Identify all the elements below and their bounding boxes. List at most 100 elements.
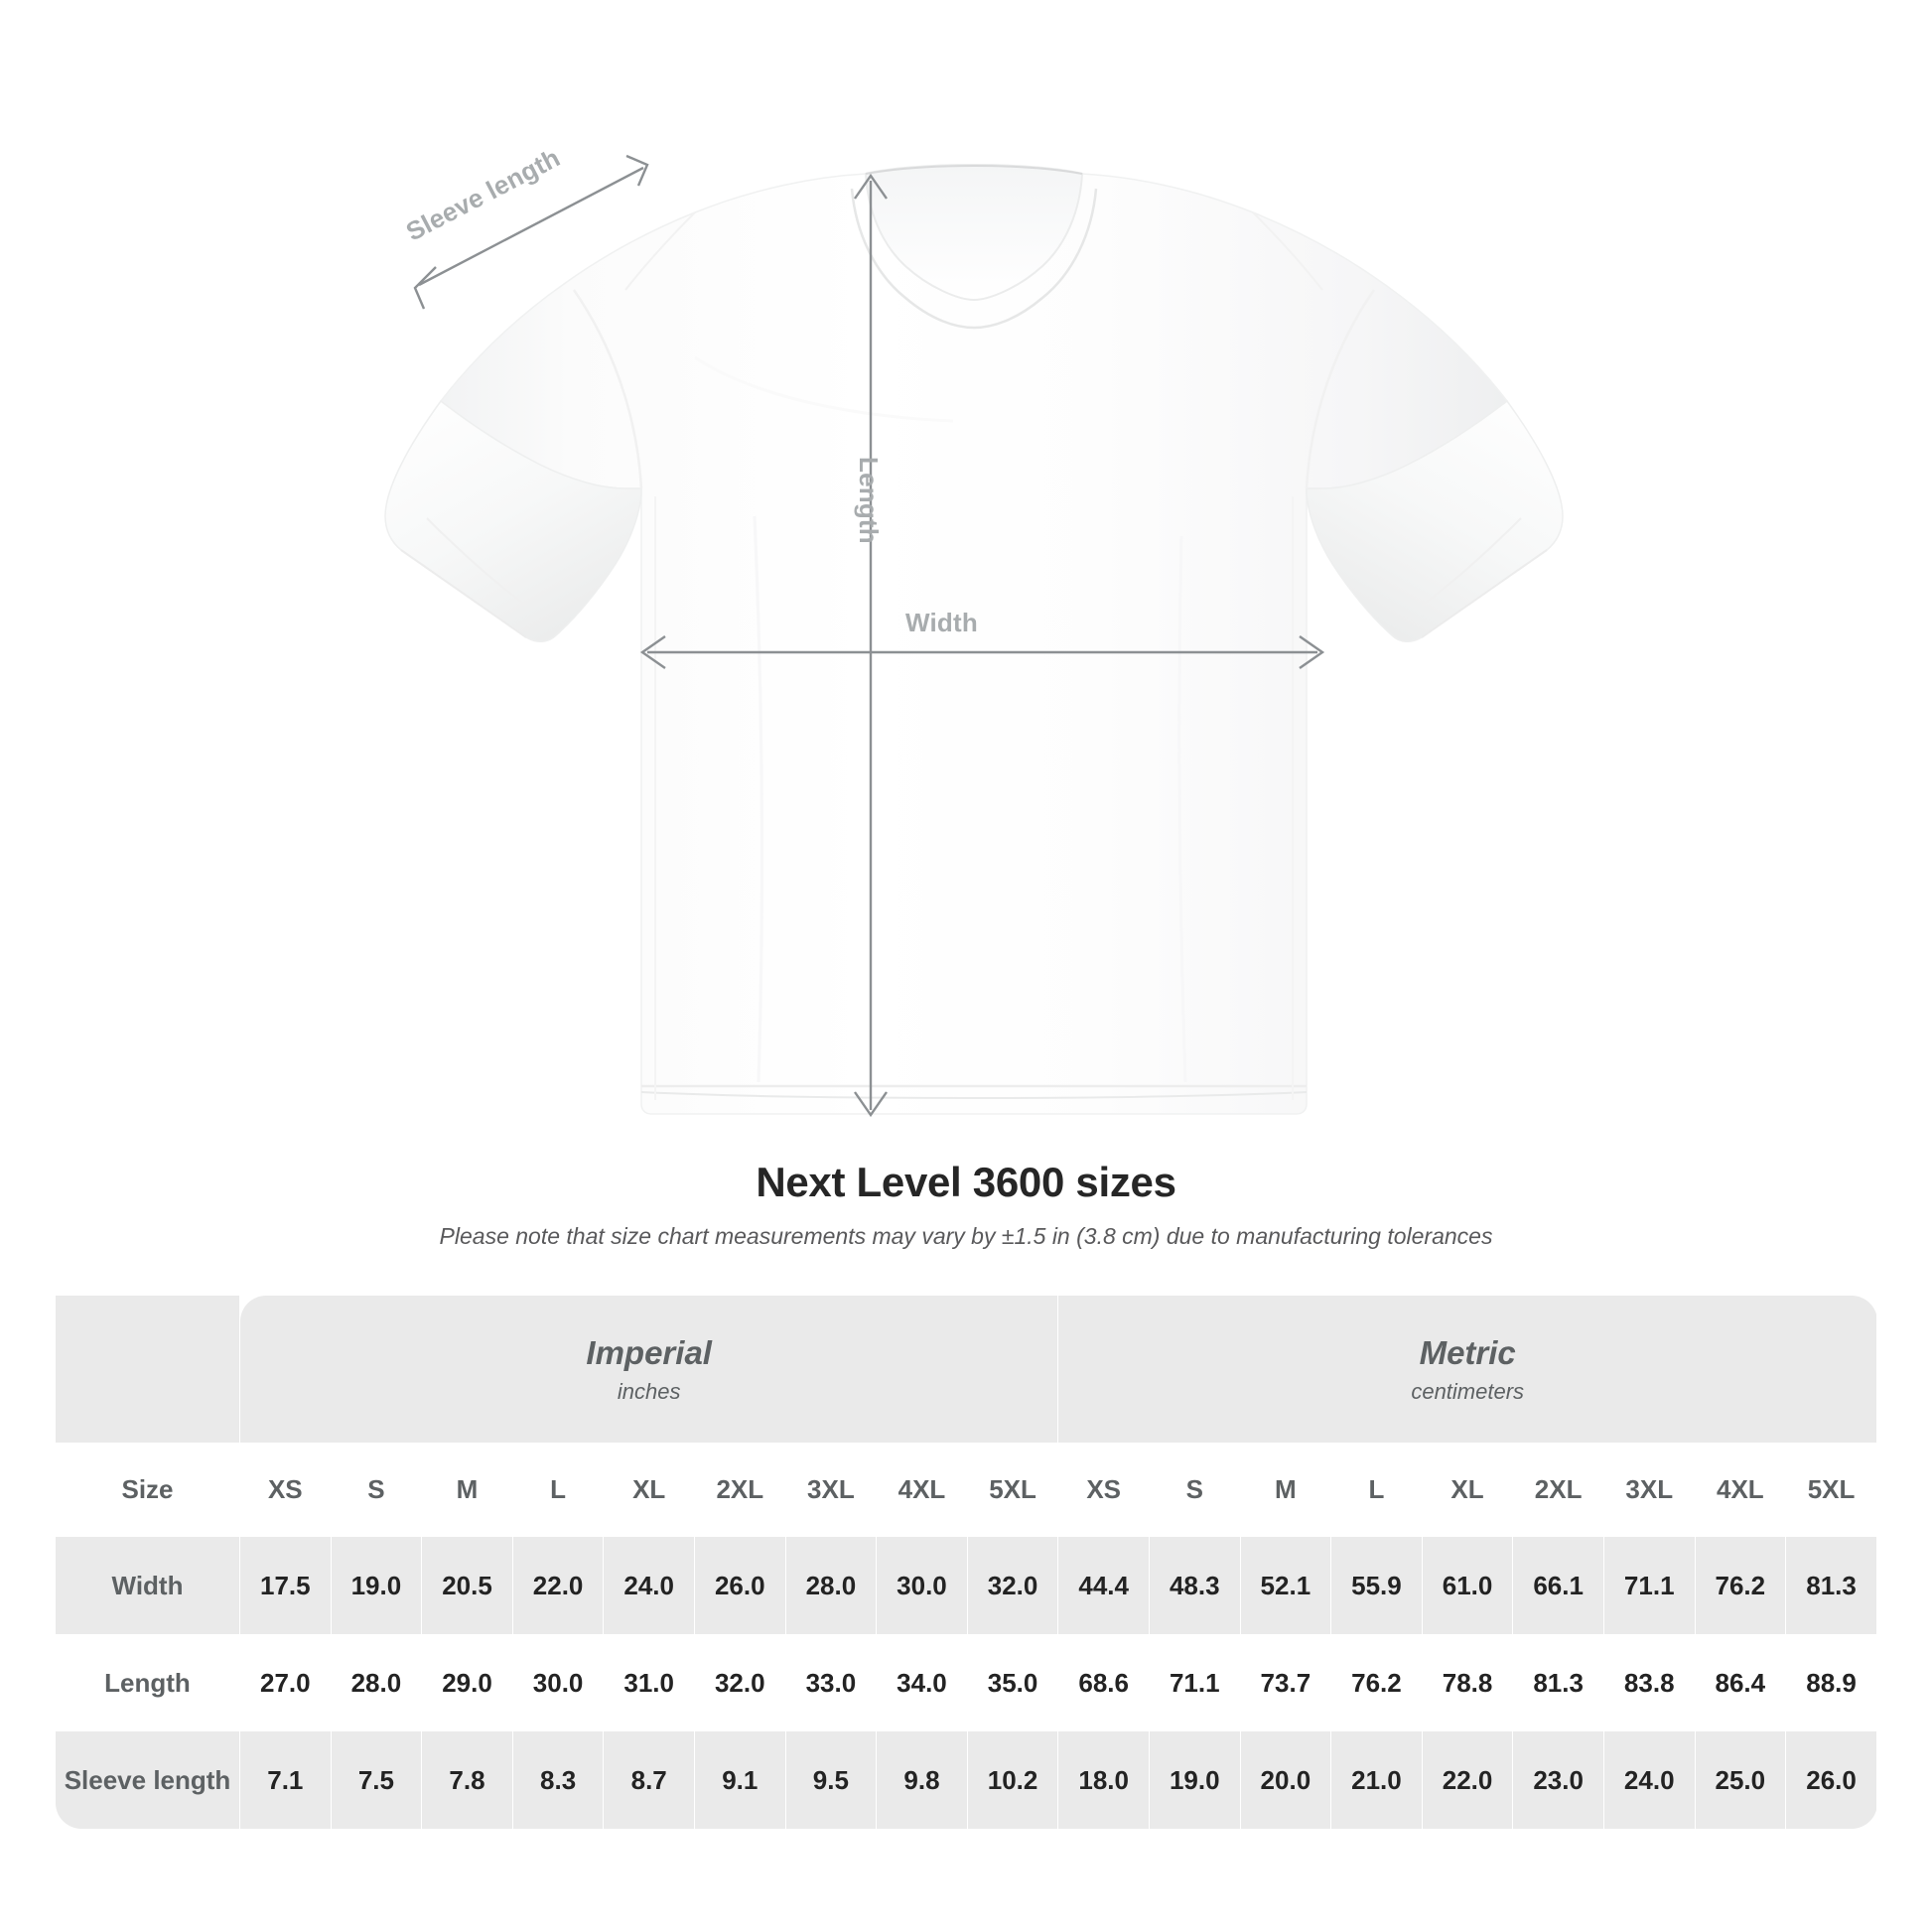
measurement-cell: 81.3 — [1512, 1634, 1604, 1731]
measurement-cell: 86.4 — [1694, 1634, 1787, 1731]
measurement-cell: 71.1 — [1148, 1634, 1241, 1731]
measurement-cell: 76.2 — [1694, 1537, 1787, 1634]
measurement-cell: 34.0 — [876, 1634, 968, 1731]
row-label-length: Length — [54, 1634, 241, 1731]
unit-name-imperial: Imperial — [586, 1333, 712, 1371]
measurement-cell: 7.1 — [239, 1731, 332, 1829]
size-chart-table: Imperial inches Metric centimeters Size … — [54, 1296, 1877, 1829]
measurement-cell: 30.0 — [511, 1634, 605, 1731]
measurement-cell: 21.0 — [1330, 1731, 1423, 1829]
measurement-cell: 19.0 — [330, 1537, 423, 1634]
size-header-cell: XS — [239, 1443, 332, 1537]
size-header-cell: L — [511, 1443, 605, 1537]
size-header-label: Size — [54, 1443, 241, 1537]
size-header-cell: 3XL — [784, 1443, 878, 1537]
measurement-cell: 9.8 — [876, 1731, 968, 1829]
measurement-cell: 10.2 — [966, 1731, 1059, 1829]
size-header-cell: M — [421, 1443, 513, 1537]
unit-sub-metric: centimeters — [1411, 1378, 1525, 1404]
measurement-cell: 30.0 — [876, 1537, 968, 1634]
length-label: Length — [854, 457, 884, 544]
measurement-cell: 7.5 — [330, 1731, 423, 1829]
measurement-cell: 32.0 — [966, 1537, 1059, 1634]
size-header-cell: 3XL — [1602, 1443, 1696, 1537]
measurement-cell: 29.0 — [421, 1634, 513, 1731]
measurement-guides — [413, 154, 1325, 1118]
measurement-cell: 24.0 — [603, 1537, 695, 1634]
size-header-row: Size XS S M L XL 2XL 3XL 4XL 5XL XS S M … — [54, 1443, 1877, 1537]
measurement-cell: 68.6 — [1057, 1634, 1150, 1731]
measurement-cell: 33.0 — [784, 1634, 878, 1731]
measurement-cell: 23.0 — [1512, 1731, 1604, 1829]
size-header-cell: L — [1330, 1443, 1423, 1537]
size-header-cell: 4XL — [1694, 1443, 1787, 1537]
size-header-cell: 5XL — [1785, 1443, 1877, 1537]
measurement-cell: 9.5 — [784, 1731, 878, 1829]
unit-header-metric: Metric centimeters — [1057, 1296, 1877, 1443]
measurement-cell: 71.1 — [1602, 1537, 1696, 1634]
measurement-cell: 52.1 — [1239, 1537, 1332, 1634]
size-header-cell: XL — [603, 1443, 695, 1537]
measurement-cell: 17.5 — [239, 1537, 332, 1634]
measurement-cell: 83.8 — [1602, 1634, 1696, 1731]
measurement-cell: 66.1 — [1512, 1537, 1604, 1634]
tshirt-body-shape — [384, 163, 1564, 1115]
row-label-width: Width — [54, 1537, 241, 1634]
width-dimension-arrow — [639, 635, 1325, 669]
measurement-cell: 28.0 — [330, 1634, 423, 1731]
unit-header-imperial: Imperial inches — [239, 1296, 1059, 1443]
measurement-cell: 88.9 — [1785, 1634, 1877, 1731]
width-label: Width — [905, 608, 978, 637]
measurement-cell: 20.5 — [421, 1537, 513, 1634]
tshirt-illustration — [384, 154, 1564, 1118]
unit-system-row: Imperial inches Metric centimeters — [54, 1296, 1877, 1443]
measurement-cell: 19.0 — [1148, 1731, 1241, 1829]
title-block: Next Level 3600 sizes Please note that s… — [0, 1159, 1932, 1251]
measurement-cell: 35.0 — [966, 1634, 1059, 1731]
unit-name-metric: Metric — [1419, 1333, 1516, 1371]
size-header-cell: M — [1239, 1443, 1332, 1537]
measurement-cell: 22.0 — [511, 1537, 605, 1634]
size-header-cell: 4XL — [876, 1443, 968, 1537]
measurement-cell: 55.9 — [1330, 1537, 1423, 1634]
row-label-sleeve-length: Sleeve length — [54, 1731, 241, 1829]
measurement-cell: 31.0 — [603, 1634, 695, 1731]
size-header-cell: XL — [1421, 1443, 1514, 1537]
table-row: Width 17.5 19.0 20.5 22.0 24.0 26.0 28.0… — [54, 1537, 1877, 1634]
measurement-cell: 24.0 — [1602, 1731, 1696, 1829]
measurement-cell: 81.3 — [1785, 1537, 1877, 1634]
measurement-cell: 8.7 — [603, 1731, 695, 1829]
measurement-cell: 73.7 — [1239, 1634, 1332, 1731]
page-title: Next Level 3600 sizes — [756, 1159, 1176, 1205]
measurement-cell: 9.1 — [693, 1731, 786, 1829]
measurement-cell: 44.4 — [1057, 1537, 1150, 1634]
tshirt-diagram: Sleeve length Length Width — [384, 142, 1564, 1118]
measurement-cell: 18.0 — [1057, 1731, 1150, 1829]
size-header-cell: 2XL — [1512, 1443, 1604, 1537]
size-header-cell: 2XL — [693, 1443, 786, 1537]
measurement-cell: 48.3 — [1148, 1537, 1241, 1634]
measurement-cell: 8.3 — [511, 1731, 605, 1829]
table-row: Sleeve length 7.1 7.5 7.8 8.3 8.7 9.1 9.… — [54, 1731, 1877, 1829]
table-row: Length 27.0 28.0 29.0 30.0 31.0 32.0 33.… — [54, 1634, 1877, 1731]
sleeve-length-dimension-arrow — [413, 154, 649, 310]
measurement-cell: 20.0 — [1239, 1731, 1332, 1829]
size-header-cell: 5XL — [966, 1443, 1059, 1537]
size-chart-table-wrapper: Imperial inches Metric centimeters Size … — [54, 1296, 1877, 1829]
measurement-cell: 7.8 — [421, 1731, 513, 1829]
length-dimension-arrow — [854, 173, 888, 1118]
measurement-cell: 61.0 — [1421, 1537, 1514, 1634]
size-header-cell: XS — [1057, 1443, 1150, 1537]
measurement-cell: 28.0 — [784, 1537, 878, 1634]
size-header-cell: S — [1148, 1443, 1241, 1537]
measurement-cell: 78.8 — [1421, 1634, 1514, 1731]
measurement-cell: 25.0 — [1694, 1731, 1787, 1829]
unit-row-spacer — [54, 1296, 241, 1443]
unit-sub-imperial: inches — [617, 1378, 681, 1404]
measurement-cell: 26.0 — [693, 1537, 786, 1634]
measurement-cell: 76.2 — [1330, 1634, 1423, 1731]
measurement-cell: 32.0 — [693, 1634, 786, 1731]
tolerance-note: Please note that size chart measurements… — [439, 1223, 1493, 1250]
measurement-cell: 22.0 — [1421, 1731, 1514, 1829]
size-header-cell: S — [330, 1443, 423, 1537]
